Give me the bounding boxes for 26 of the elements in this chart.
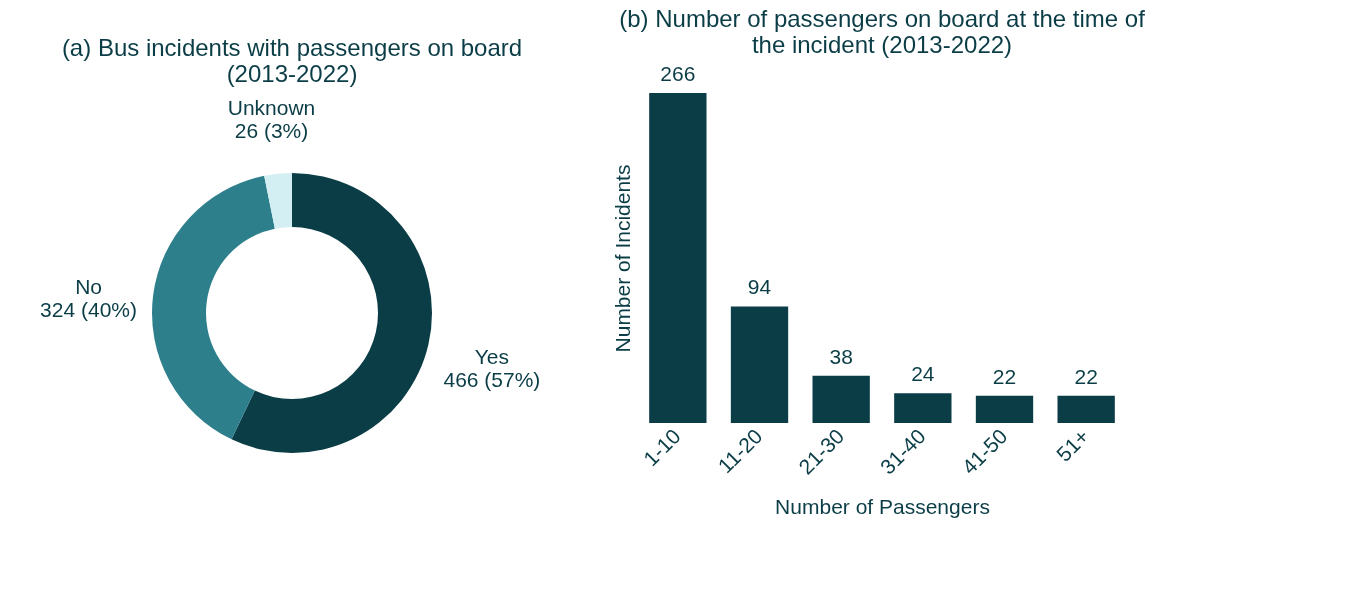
chart-title: (a) Bus incidents with passengers on board (2013-2022)	[61, 34, 523, 87]
bar	[649, 93, 707, 423]
data-label: 466 (57%)	[443, 368, 541, 392]
bar	[894, 393, 952, 423]
data-label: 26 (3%)	[234, 119, 309, 143]
slice-label: Unknown	[227, 96, 316, 120]
chart-title: (b) Number of passengers on board at the time of the incident (2013-2022)	[619, 5, 1146, 58]
data-label: 22	[992, 364, 1017, 388]
data-label: 94	[747, 275, 772, 299]
data-label: 266	[660, 62, 696, 85]
bar	[975, 395, 1034, 423]
slice-label: No	[75, 274, 102, 298]
bar	[1057, 395, 1115, 423]
y-axis-title: Number of Incidents	[610, 164, 634, 353]
data-label: 22	[1074, 364, 1098, 388]
data-label: 24	[911, 362, 935, 386]
donut-slice	[231, 173, 432, 453]
slice-label: Yes	[474, 345, 510, 369]
donut-slice	[152, 175, 275, 440]
data-label: 38	[829, 344, 853, 368]
x-axis-title: Number of Passengers	[775, 494, 990, 518]
bar	[812, 375, 870, 423]
data-label: 324 (40%)	[40, 297, 137, 321]
x-tick-label: 51+	[1051, 424, 1094, 466]
bar	[730, 306, 789, 423]
donut-slice	[264, 173, 292, 229]
